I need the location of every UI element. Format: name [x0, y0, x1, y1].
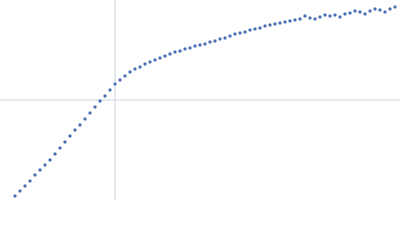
point: [253, 27, 257, 31]
point: [193, 44, 197, 48]
point: [38, 168, 42, 172]
point: [298, 17, 302, 21]
point: [133, 67, 137, 71]
point: [88, 111, 92, 115]
point: [103, 94, 107, 98]
point: [363, 12, 367, 16]
point: [263, 24, 267, 28]
point: [393, 5, 397, 9]
point: [18, 189, 22, 193]
point: [73, 128, 77, 132]
point: [23, 184, 27, 188]
point: [213, 39, 217, 43]
point: [238, 31, 242, 35]
point: [143, 62, 147, 66]
point: [148, 60, 152, 64]
point: [378, 8, 382, 12]
point: [93, 105, 97, 109]
point: [243, 30, 247, 34]
point: [318, 15, 322, 19]
point: [138, 65, 142, 69]
point: [273, 22, 277, 26]
point: [288, 19, 292, 23]
point: [183, 47, 187, 51]
point: [43, 163, 47, 167]
point: [328, 14, 332, 18]
point: [388, 7, 392, 11]
point: [223, 36, 227, 40]
point: [68, 134, 72, 138]
point: [168, 52, 172, 56]
point: [63, 140, 67, 144]
point: [323, 13, 327, 17]
point: [368, 9, 372, 13]
point: [218, 37, 222, 41]
point: [128, 70, 132, 74]
point: [338, 15, 342, 19]
point: [123, 74, 127, 78]
point: [383, 10, 387, 14]
point: [208, 40, 212, 44]
point: [48, 158, 52, 162]
point: [198, 43, 202, 47]
point: [258, 26, 262, 30]
point: [228, 34, 232, 38]
point: [313, 17, 317, 21]
point: [163, 54, 167, 58]
point: [53, 152, 57, 156]
point: [348, 11, 352, 15]
point: [83, 117, 87, 121]
point: [268, 23, 272, 27]
point: [248, 28, 252, 32]
point: [303, 14, 307, 18]
point: [358, 10, 362, 14]
point: [28, 179, 32, 183]
point: [353, 9, 357, 13]
point: [203, 42, 207, 46]
point: [108, 88, 112, 92]
point: [293, 18, 297, 22]
point: [343, 12, 347, 16]
point: [33, 173, 37, 177]
point: [233, 32, 237, 36]
point: [78, 123, 82, 127]
point: [113, 82, 117, 86]
point: [98, 99, 102, 103]
point: [13, 194, 17, 198]
point: [188, 46, 192, 50]
point: [373, 7, 377, 11]
point: [283, 20, 287, 24]
point: [333, 13, 337, 17]
point: [178, 49, 182, 53]
point: [153, 58, 157, 62]
point: [118, 78, 122, 82]
point: [173, 50, 177, 54]
point: [58, 146, 62, 150]
chart: [0, 0, 400, 200]
point: [308, 16, 312, 20]
point: [158, 56, 162, 60]
point: [278, 21, 282, 25]
